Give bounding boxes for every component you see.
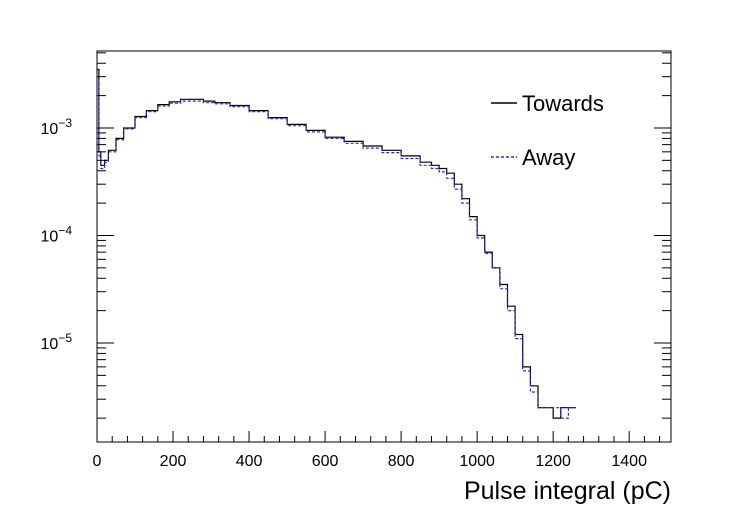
legend-label-towards: Towards [522, 91, 604, 116]
x-tick-label: 200 [160, 453, 187, 470]
legend-label-away: Away [522, 145, 575, 170]
x-tick-label: 400 [236, 453, 263, 470]
series-line-away [97, 76, 576, 419]
legend: Towards Away [491, 91, 604, 170]
x-tick-label: 0 [93, 453, 102, 470]
x-tick-label: 800 [388, 453, 415, 470]
x-axis: 0 200 400 600 800 1000 1200 1400 [93, 431, 661, 470]
x-tick-label: 1200 [535, 453, 571, 470]
x-tick-label: 600 [312, 453, 339, 470]
series-layer [97, 68, 576, 419]
x-axis-label: Pulse integral (pC) [464, 477, 671, 505]
plot-frame [96, 50, 672, 443]
x-tick-label: 1400 [611, 453, 647, 470]
x-tick-label: 1000 [459, 453, 495, 470]
